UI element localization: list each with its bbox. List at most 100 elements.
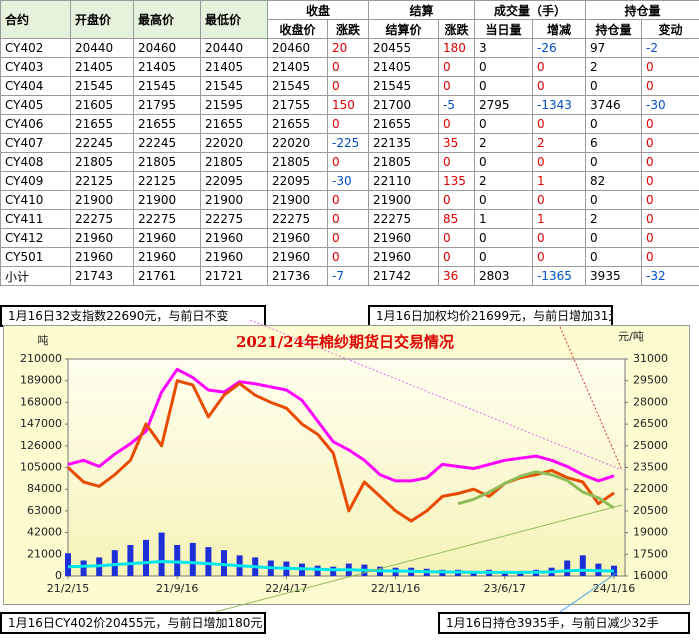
table-cell: CY408: [0, 152, 71, 172]
table-cell: 22020: [267, 133, 328, 153]
bar: [127, 545, 134, 576]
table-cell: 21805: [200, 152, 268, 172]
annotation: 1月16日32支指数22690元，与前日不变: [0, 305, 266, 327]
table-cell: 0: [585, 152, 643, 172]
y2-axis-label: 元/吨: [618, 330, 644, 343]
table-cell: 21960: [200, 228, 268, 248]
table-cell: 22275: [70, 209, 134, 229]
table-cell: 2: [532, 133, 587, 153]
bar: [80, 560, 87, 576]
table-cell: 小计: [0, 266, 71, 286]
table-cell: 21655: [70, 114, 134, 134]
table-cell: 21595: [200, 95, 268, 115]
table-cell: 0: [641, 247, 699, 267]
table-cell: CY501: [0, 247, 71, 267]
table-cell: 0: [641, 114, 699, 134]
y-tick-label: 0: [55, 569, 62, 582]
bar: [564, 560, 571, 576]
table-cell: 0: [326, 190, 370, 210]
table-cell: 150: [326, 95, 370, 115]
table-cell: 35: [438, 133, 476, 153]
table-row: CY409 22125 22125 22095 22095 -30 22110 135 2 1 82…: [0, 171, 699, 191]
table-cell: CY405: [0, 95, 71, 115]
table-cell: -2: [641, 38, 699, 58]
bar: [158, 532, 165, 576]
table-cell: 22125: [70, 171, 134, 191]
table-cell: 2: [585, 209, 643, 229]
table-cell: 20460: [133, 38, 201, 58]
y2-tick-label: 23500: [633, 461, 668, 474]
table-cell: CY409: [0, 171, 71, 191]
table-cell: -7: [326, 266, 370, 286]
table-cell: 3: [474, 38, 534, 58]
table-cell: 21545: [368, 76, 440, 96]
table-cell: 22095: [267, 171, 328, 191]
table-cell: 22125: [133, 171, 201, 191]
table-cell: 20455: [368, 38, 440, 58]
table-cell: 0: [641, 57, 699, 77]
table-cell: CY411: [0, 209, 71, 229]
table-cell: 21795: [133, 95, 201, 115]
table-cell: 180: [438, 38, 476, 58]
table-cell: 0: [438, 228, 476, 248]
table-row: CY407 22245 22245 22020 22020 -225 22135 35 2 2 6 0: [0, 133, 699, 153]
header: 成交量（手）: [474, 0, 587, 20]
y-tick-label: 189000: [20, 374, 62, 387]
table-cell: -26: [532, 38, 587, 58]
y-tick-label: 84000: [27, 482, 62, 495]
table-cell: 21655: [200, 114, 268, 134]
y-tick-label: 21000: [27, 547, 62, 560]
table-cell: 21405: [133, 57, 201, 77]
table-cell: 21405: [368, 57, 440, 77]
y-axis-label: 吨: [38, 334, 49, 347]
y-tick-label: 210000: [20, 352, 62, 365]
bar: [579, 555, 586, 576]
table-cell: CY412: [0, 228, 71, 248]
x-tick-label: 22/4/17: [265, 582, 307, 595]
table-cell: 0: [474, 152, 534, 172]
table-cell: 21960: [267, 247, 328, 267]
table-row: CY405 21605 21795 21595 21755 150 21700 -5 2795-…: [0, 95, 699, 115]
table-cell: 0: [641, 152, 699, 172]
table-cell: 2: [585, 57, 643, 77]
table-cell: 21405: [200, 57, 268, 77]
table-cell: 21805: [133, 152, 201, 172]
table-cell: 21960: [70, 247, 134, 267]
table-cell: 0: [438, 190, 476, 210]
table-cell: CY406: [0, 114, 71, 134]
table-cell: 21655: [368, 114, 440, 134]
table-cell: 0: [474, 247, 534, 267]
table-cell: 0: [641, 76, 699, 96]
table-cell: 0: [326, 57, 370, 77]
table-cell: 0: [474, 57, 534, 77]
table-row: CY501 21960 21960 21960 21960 0 21960 0 0 0 0 0: [0, 247, 699, 267]
table-cell: 21960: [200, 247, 268, 267]
table-cell: 21900: [70, 190, 134, 210]
table-cell: 21960: [368, 228, 440, 248]
table-cell: 0: [474, 114, 534, 134]
table-cell: 21743: [70, 266, 134, 286]
table-cell: 21545: [133, 76, 201, 96]
table-cell: 82: [585, 171, 643, 191]
table-cell: -30: [641, 95, 699, 115]
table-cell: 21805: [368, 152, 440, 172]
header: 最高价: [133, 0, 201, 39]
table-cell: 2: [474, 171, 534, 191]
table-cell: 0: [326, 209, 370, 229]
table-cell: -1343: [532, 95, 587, 115]
table-cell: 22275: [368, 209, 440, 229]
table-body: CY402 20440 20460 20440 20460 20 20455 180 3 -26 9…: [0, 38, 699, 286]
table-cell: 0: [641, 133, 699, 153]
table-cell: 21960: [133, 247, 201, 267]
x-tick-label: 21/2/15: [47, 582, 89, 595]
table-cell: CY403: [0, 57, 71, 77]
y-tick-label: 126000: [20, 439, 62, 452]
table-row: 小计 21743 21761 21721 21736 -7 21742 36 2803 -1365…: [0, 266, 699, 286]
table-cell: 21655: [267, 114, 328, 134]
y-tick-label: 42000: [27, 526, 62, 539]
table-cell: 0: [641, 171, 699, 191]
chart: 2021/24年棉纱期货日交易情况 吨 元/吨 0 21000 42000 63000…: [3, 325, 690, 605]
table-row: CY403 21405 21405 21405 21405 0 21405 0 0 0 2 0: [0, 57, 699, 77]
table-cell: 21960: [70, 228, 134, 248]
